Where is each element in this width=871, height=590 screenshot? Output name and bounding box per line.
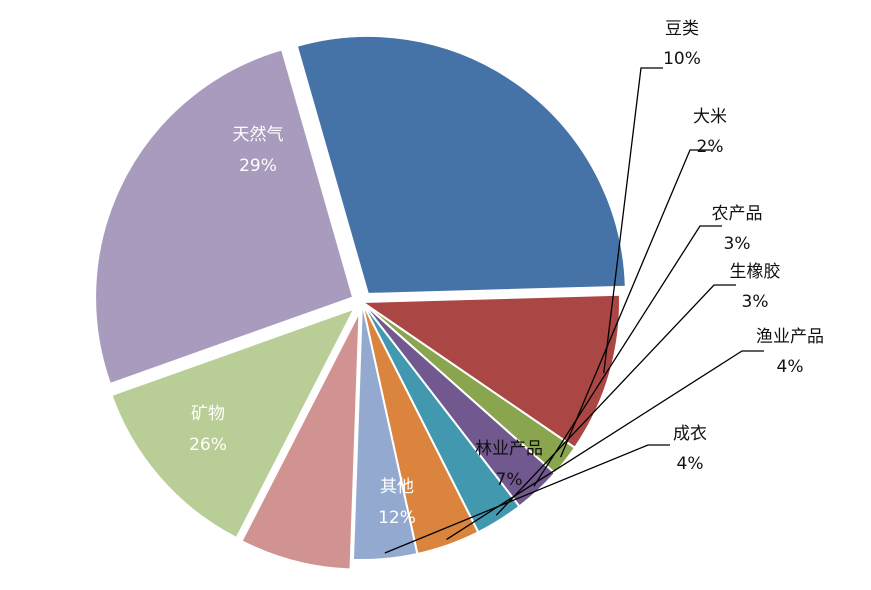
slice-label-other: 其他 bbox=[380, 477, 414, 497]
pie-slice-beans bbox=[358, 293, 621, 450]
pie-slice-forestry-products bbox=[240, 311, 361, 571]
slice-label-agricultural-products: 农产品 bbox=[712, 204, 763, 224]
slice-value-fishery-products: 4% bbox=[777, 357, 804, 377]
slice-value-beans: 10% bbox=[663, 49, 701, 69]
slice-value-forestry-products: 7% bbox=[496, 470, 523, 490]
pie-slice-minerals bbox=[94, 48, 355, 386]
slice-label-raw-rubber: 生橡胶 bbox=[730, 262, 781, 282]
slice-label-natural-gas: 天然气 bbox=[233, 125, 284, 145]
slice-value-raw-rubber: 3% bbox=[742, 292, 769, 312]
slice-label-forestry-products: 林业产品 bbox=[475, 439, 543, 459]
pie-slice-garments bbox=[351, 301, 419, 561]
pie-slice-natural-gas bbox=[295, 35, 627, 295]
slice-value-garments: 4% bbox=[677, 454, 704, 474]
leader-line-rice bbox=[559, 149, 712, 458]
slice-label-beans: 豆类 bbox=[665, 19, 699, 39]
slice-value-minerals: 26% bbox=[189, 435, 227, 455]
leader-line-agricultural-products bbox=[533, 225, 722, 487]
slice-value-rice: 2% bbox=[697, 137, 724, 157]
leader-line-fishery-products bbox=[446, 350, 764, 540]
slice-value-natural-gas: 29% bbox=[239, 156, 277, 176]
slice-label-minerals: 矿物 bbox=[191, 404, 225, 424]
slice-label-rice: 大米 bbox=[693, 107, 727, 127]
leader-line-garments bbox=[384, 444, 670, 554]
slice-value-other: 12% bbox=[378, 508, 416, 528]
leader-line-raw-rubber bbox=[495, 284, 736, 516]
slice-label-fishery-products: 渔业产品 bbox=[756, 327, 824, 347]
slice-value-agricultural-products: 3% bbox=[724, 234, 751, 254]
slice-label-garments: 成衣 bbox=[673, 424, 707, 444]
pie-slice-other bbox=[110, 306, 357, 540]
leader-line-beans bbox=[603, 67, 663, 374]
